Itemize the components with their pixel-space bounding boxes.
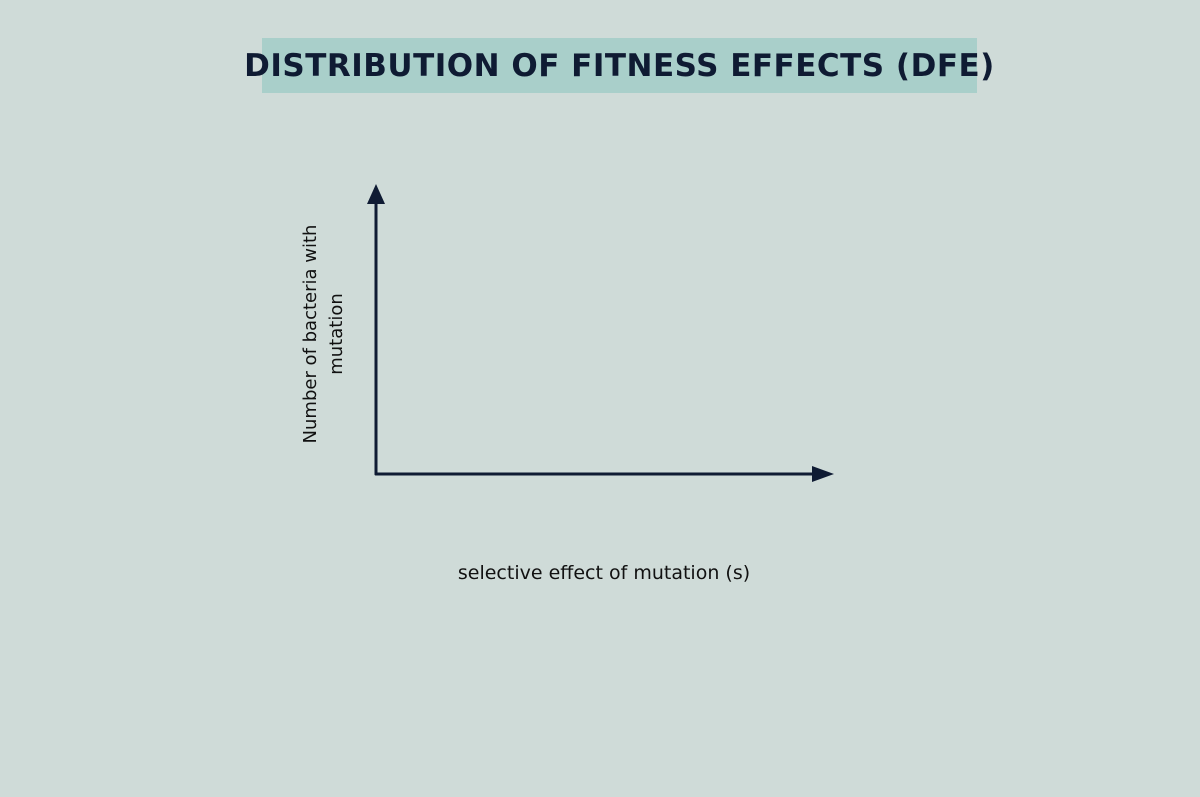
y-axis-label-line1: Number of bacteria with	[300, 224, 321, 444]
y-axis-label: Number of bacteria with mutation	[298, 184, 350, 484]
y-axis	[367, 184, 385, 476]
x-axis-label: selective effect of mutation (s)	[457, 562, 751, 584]
y-axis-label-line2: mutation	[326, 293, 347, 375]
x-axis	[374, 466, 834, 482]
x-axis-arrowhead	[812, 466, 834, 482]
y-axis-arrowhead	[367, 184, 385, 204]
diagram-title: DISTRIBUTION OF FITNESS EFFECTS (DFE)	[244, 47, 995, 84]
title-banner: DISTRIBUTION OF FITNESS EFFECTS (DFE)	[244, 38, 994, 93]
